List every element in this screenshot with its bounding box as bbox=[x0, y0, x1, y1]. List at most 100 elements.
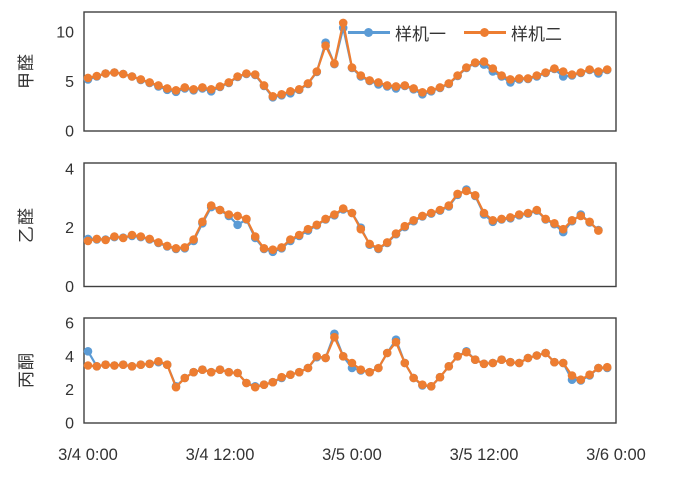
y-axis-title-formaldehyde: 甲醛 bbox=[17, 53, 36, 89]
data-point-marker bbox=[444, 201, 454, 210]
data-point-marker bbox=[585, 370, 594, 380]
data-point-marker bbox=[110, 361, 119, 370]
data-point-marker bbox=[136, 75, 146, 84]
data-point-marker bbox=[374, 363, 383, 373]
data-point-marker bbox=[400, 221, 410, 231]
series-样机二 bbox=[83, 18, 612, 101]
data-point-marker bbox=[206, 201, 216, 210]
data-point-marker bbox=[321, 214, 330, 224]
data-point-marker bbox=[541, 348, 550, 358]
data-point-marker bbox=[418, 211, 427, 221]
data-point-marker bbox=[136, 360, 146, 370]
data-point-marker bbox=[294, 230, 304, 240]
legend-label: 样机二 bbox=[511, 25, 562, 44]
data-point-marker bbox=[92, 71, 102, 81]
data-point-marker bbox=[206, 85, 216, 94]
data-point-marker bbox=[409, 216, 418, 225]
x-tick-label: 3/4 0:00 bbox=[58, 446, 118, 464]
data-point-marker bbox=[215, 82, 225, 91]
data-point-marker bbox=[585, 65, 594, 74]
data-point-marker bbox=[488, 64, 498, 73]
data-point-marker bbox=[127, 72, 137, 81]
data-point-marker bbox=[550, 219, 559, 228]
data-point-marker bbox=[479, 57, 489, 66]
data-point-marker bbox=[594, 226, 603, 235]
data-point-marker bbox=[312, 67, 322, 76]
data-point-marker bbox=[453, 352, 462, 361]
y-axis-title-acetaldehyde: 乙醛 bbox=[17, 207, 36, 243]
data-point-marker bbox=[532, 71, 542, 80]
data-point-marker bbox=[347, 208, 357, 218]
data-point-marker bbox=[479, 359, 489, 369]
data-point-marker bbox=[435, 205, 445, 215]
data-point-marker bbox=[83, 347, 93, 356]
data-point-marker bbox=[277, 372, 286, 382]
data-point-marker bbox=[453, 71, 462, 80]
data-point-marker bbox=[444, 79, 454, 88]
plot-frame bbox=[83, 162, 617, 288]
y-tick-label: 6 bbox=[65, 316, 74, 333]
data-point-marker bbox=[576, 211, 586, 221]
data-point-marker bbox=[321, 41, 330, 50]
data-point-marker bbox=[268, 245, 278, 254]
data-point-marker bbox=[250, 382, 260, 392]
data-point-marker bbox=[259, 244, 269, 253]
series-样机二 bbox=[83, 332, 612, 392]
data-point-marker bbox=[338, 352, 348, 361]
data-point-marker bbox=[462, 63, 471, 72]
y-tick-label: 0 bbox=[65, 124, 74, 141]
data-point-marker bbox=[110, 68, 119, 77]
legend-item-prototype-2: 样机二 bbox=[464, 20, 562, 45]
data-point-marker bbox=[321, 353, 330, 363]
data-point-marker bbox=[233, 220, 242, 230]
series-样机一 bbox=[83, 185, 603, 257]
data-point-marker bbox=[294, 85, 304, 94]
data-point-marker bbox=[83, 73, 93, 83]
data-point-marker bbox=[224, 210, 234, 219]
data-point-marker bbox=[171, 244, 181, 253]
data-point-marker bbox=[118, 360, 128, 370]
x-tick-label: 3/5 0:00 bbox=[322, 446, 382, 464]
data-point-marker bbox=[330, 59, 339, 68]
data-point-marker bbox=[541, 68, 550, 77]
data-point-marker bbox=[541, 214, 550, 224]
data-point-marker bbox=[550, 357, 559, 367]
data-point-marker bbox=[514, 210, 524, 219]
data-point-marker bbox=[418, 380, 427, 390]
data-point-marker bbox=[347, 358, 357, 368]
data-point-marker bbox=[462, 347, 471, 357]
y-tick-label: 2 bbox=[65, 382, 74, 399]
y-tick-label: 5 bbox=[65, 74, 74, 91]
data-point-marker bbox=[391, 229, 401, 238]
data-point-marker bbox=[189, 235, 198, 244]
data-point-marker bbox=[92, 362, 102, 371]
data-point-marker bbox=[382, 238, 392, 247]
y-tick-label: 0 bbox=[65, 416, 74, 433]
data-point-marker bbox=[479, 208, 489, 218]
data-point-marker bbox=[312, 220, 322, 230]
data-point-marker bbox=[426, 208, 436, 218]
data-point-marker bbox=[602, 65, 612, 74]
data-point-marker bbox=[470, 355, 480, 365]
data-point-marker bbox=[602, 362, 612, 372]
data-point-marker bbox=[435, 372, 445, 382]
data-point-marker bbox=[576, 375, 586, 385]
data-point-marker bbox=[118, 233, 128, 243]
data-point-marker bbox=[400, 358, 410, 368]
data-point-marker bbox=[594, 363, 603, 373]
data-point-marker bbox=[145, 78, 154, 87]
data-point-marker bbox=[83, 361, 93, 370]
data-point-marker bbox=[250, 232, 260, 241]
data-point-marker bbox=[162, 84, 172, 93]
data-point-marker bbox=[400, 81, 410, 90]
data-point-marker bbox=[523, 208, 533, 218]
data-point-marker bbox=[391, 337, 401, 347]
data-point-marker bbox=[83, 236, 93, 246]
data-point-marker bbox=[585, 217, 594, 227]
data-point-marker bbox=[110, 232, 119, 241]
data-point-marker bbox=[356, 71, 366, 80]
subplot-formaldehyde: 0 5 10 bbox=[56, 11, 617, 141]
data-point-marker bbox=[356, 224, 366, 234]
